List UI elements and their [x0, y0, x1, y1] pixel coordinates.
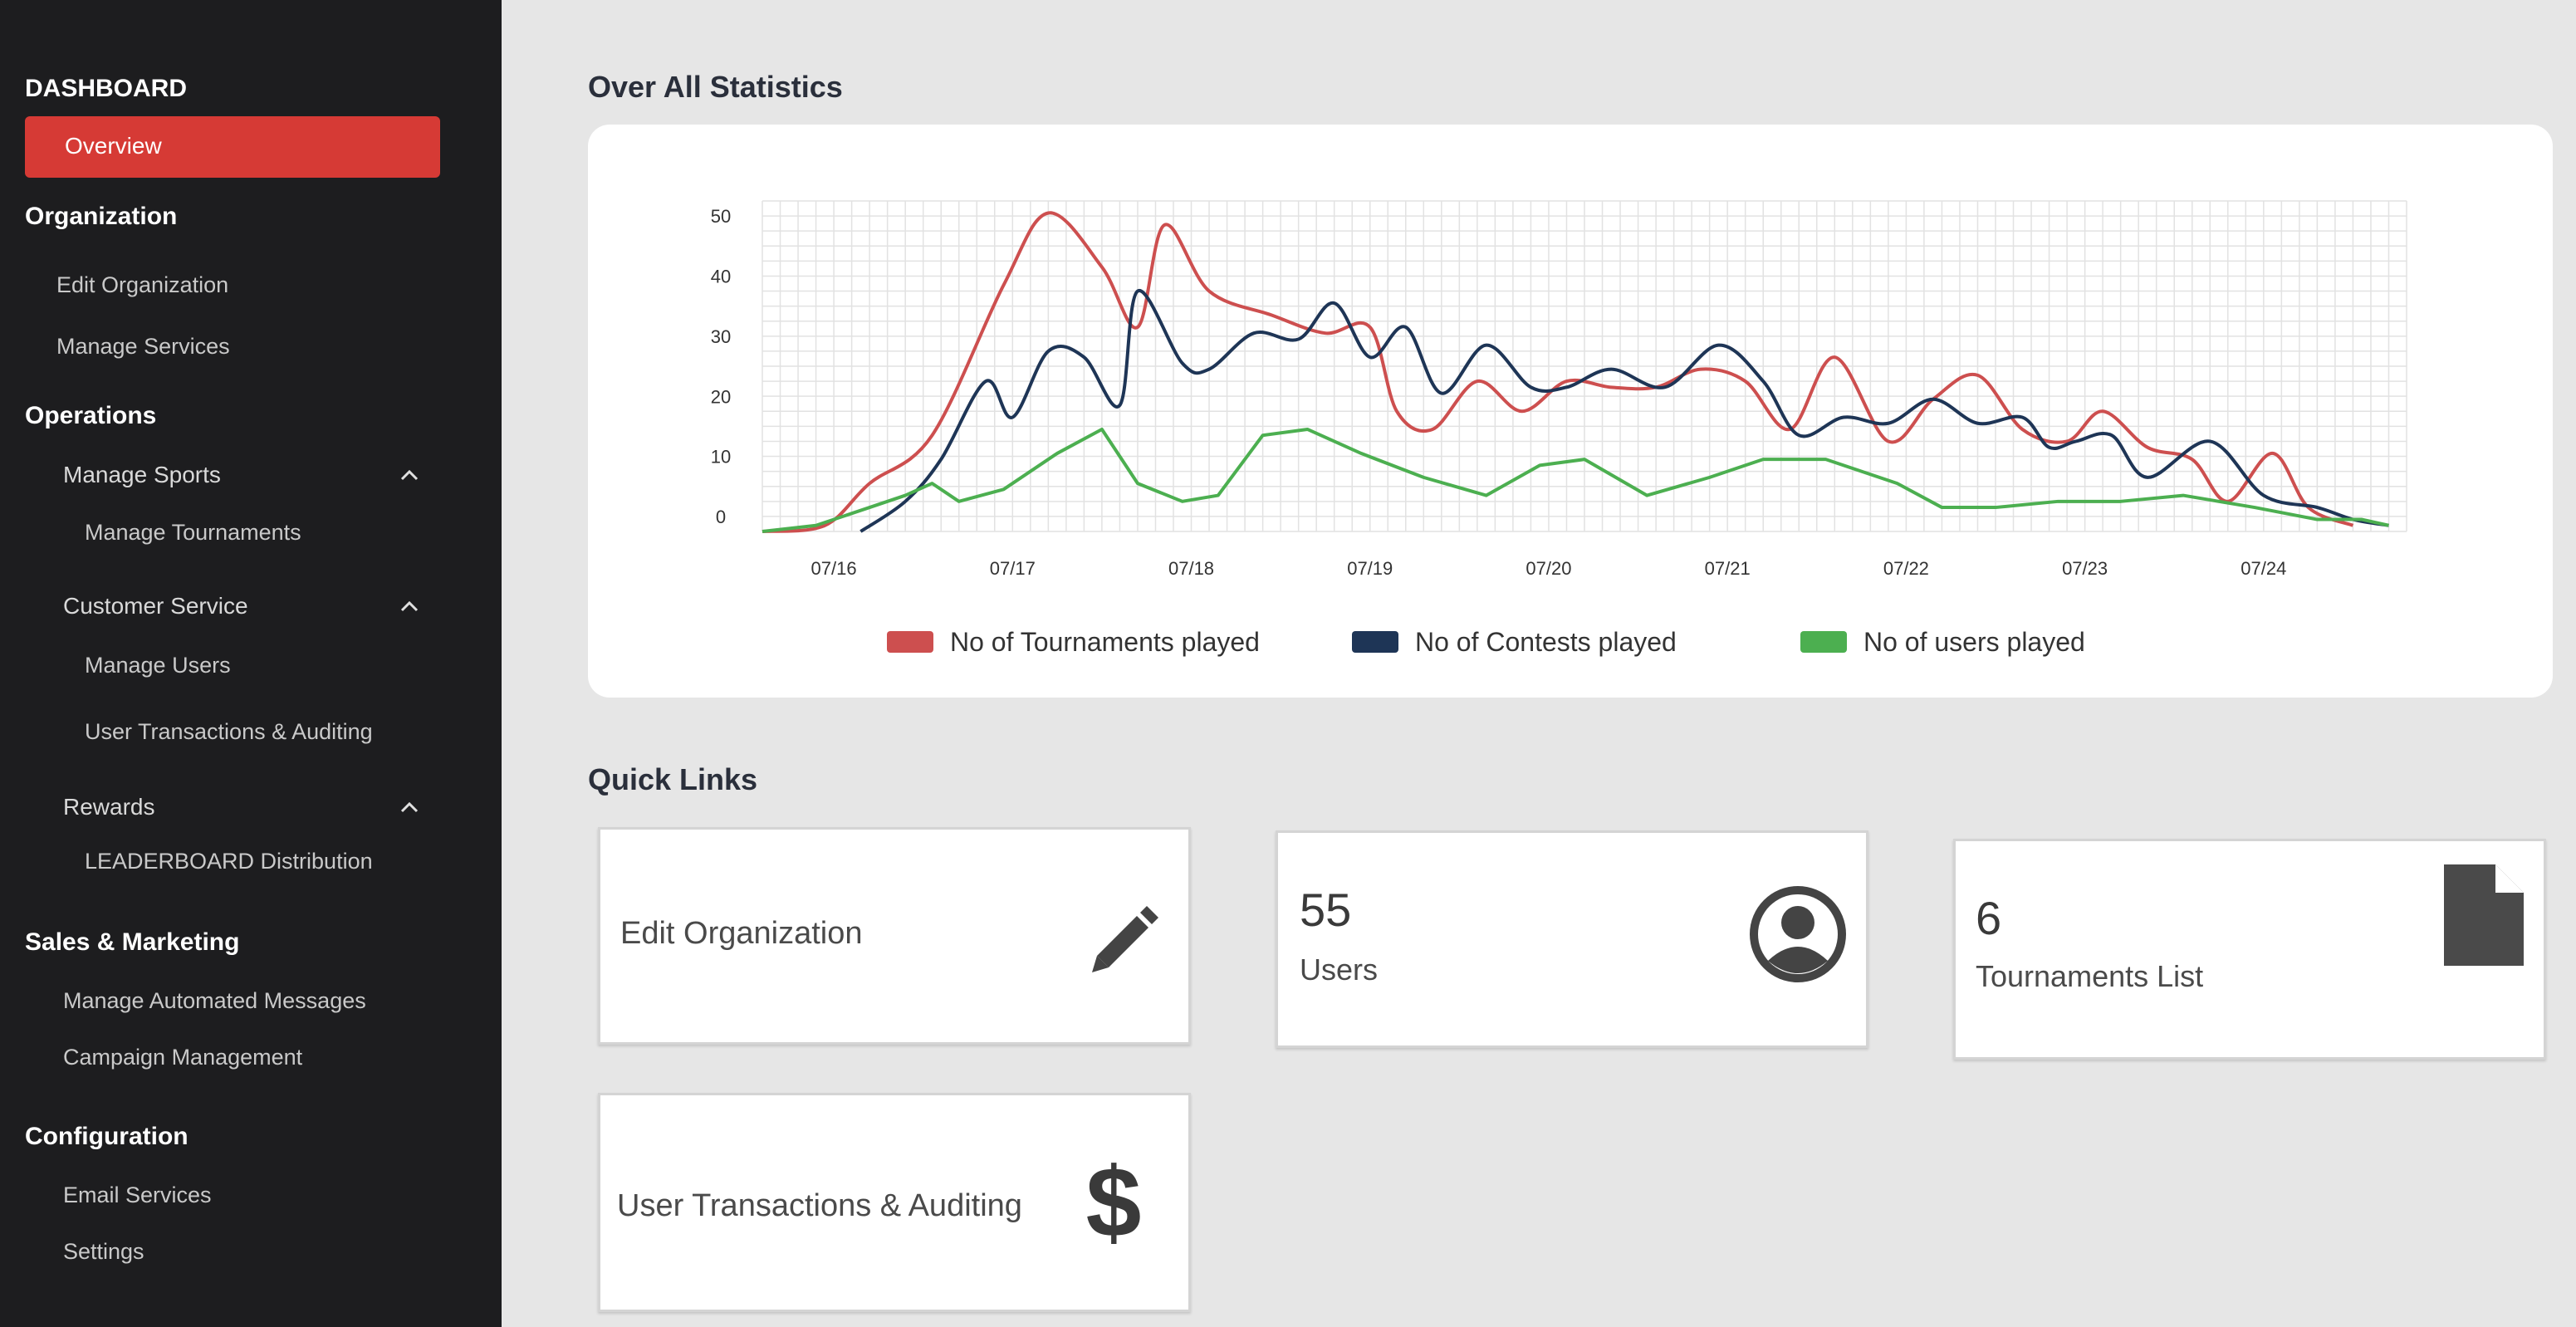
sidebar-item-manage-users[interactable]: Manage Users: [85, 653, 231, 678]
sidebar-item-edit-organization[interactable]: Edit Organization: [56, 272, 229, 297]
dollar-icon: $: [1080, 1147, 1147, 1258]
quick-link-users[interactable]: 55 Users: [1276, 830, 1868, 1048]
sidebar-item-manage-automated-messages[interactable]: Manage Automated Messages: [63, 988, 366, 1013]
pencil-icon: [1082, 893, 1165, 976]
y-tick-label: 20: [711, 386, 731, 407]
sidebar-item-manage-services[interactable]: Manage Services: [56, 334, 230, 359]
sidebar-item-email-services[interactable]: Email Services: [63, 1183, 212, 1207]
document-icon: [2441, 861, 2527, 969]
y-tick-label: 0: [716, 507, 726, 527]
sidebar-item-rewards[interactable]: Rewards: [63, 794, 155, 820]
quick-link-label: Users: [1300, 952, 1379, 987]
chevron-up-icon[interactable]: [397, 598, 422, 615]
x-tick-label: 07/23: [2062, 558, 2108, 579]
chevron-up-icon[interactable]: [397, 467, 422, 483]
x-tick-label: 07/20: [1526, 558, 1571, 579]
user-circle-icon: [1746, 883, 1849, 986]
quick-link-label: Tournaments List: [1976, 959, 2204, 993]
series-line-contests: [859, 289, 2389, 533]
page-title-statistics: Over All Statistics: [588, 70, 843, 104]
sidebar-heading-organization[interactable]: Organization: [25, 203, 178, 230]
sidebar-heading-operations[interactable]: Operations: [25, 402, 157, 429]
y-tick-label: 40: [711, 267, 731, 287]
x-tick-label: 07/19: [1347, 558, 1393, 579]
sidebar-item-overview-label: Overview: [65, 133, 162, 159]
legend-label[interactable]: No of Tournaments played: [950, 627, 1260, 657]
statistics-chart-card: 0 10 20 30 40 50 07/16 07/17 07/18 07/19 07/20 07/2…: [588, 125, 2553, 698]
sidebar-item-manage-sports[interactable]: Manage Sports: [63, 462, 221, 487]
legend-swatch: [887, 631, 933, 653]
sidebar-item-customer-service[interactable]: Customer Service: [63, 593, 248, 619]
tournaments-count: 6: [1976, 892, 2002, 944]
quick-link-user-transactions[interactable]: User Transactions & Auditing $: [598, 1093, 1191, 1312]
y-tick-label: 50: [711, 206, 731, 227]
y-tick-label: 10: [711, 447, 731, 468]
x-tick-label: 07/22: [1883, 558, 1929, 579]
legend-label[interactable]: No of Contests played: [1415, 627, 1677, 657]
svg-text:$: $: [1086, 1153, 1142, 1253]
sidebar: DASHBOARD Overview Organization Edit Org…: [0, 0, 502, 1327]
sidebar-item-leaderboard-distribution[interactable]: LEADERBOARD Distribution: [85, 849, 373, 874]
sidebar-item-campaign-management[interactable]: Campaign Management: [63, 1045, 303, 1070]
quick-link-edit-organization[interactable]: Edit Organization: [598, 827, 1191, 1045]
sidebar-item-settings[interactable]: Settings: [63, 1239, 144, 1264]
y-tick-label: 30: [711, 326, 731, 347]
x-tick-label: 07/17: [990, 558, 1036, 579]
sidebar-item-user-transactions[interactable]: User Transactions & Auditing: [85, 719, 373, 744]
legend-label[interactable]: No of users played: [1863, 627, 2085, 657]
users-count: 55: [1300, 884, 1352, 936]
x-tick-label: 07/24: [2241, 558, 2286, 579]
sidebar-heading-configuration[interactable]: Configuration: [25, 1123, 189, 1150]
sidebar-heading-dashboard: DASHBOARD: [25, 75, 187, 102]
statistics-line-chart: 0 10 20 30 40 50 07/16 07/17 07/18 07/19 07/20 07/2…: [711, 200, 2407, 657]
quick-links-title: Quick Links: [588, 762, 758, 796]
x-tick-label: 07/18: [1168, 558, 1214, 579]
sidebar-item-manage-tournaments[interactable]: Manage Tournaments: [85, 520, 301, 545]
quick-link-label: Edit Organization: [620, 916, 863, 951]
legend-swatch: [1352, 631, 1398, 653]
series-line-users: [762, 427, 2389, 533]
chart-grid: [762, 200, 2407, 532]
sidebar-heading-sales-marketing[interactable]: Sales & Marketing: [25, 928, 240, 956]
sidebar-item-overview[interactable]: Overview: [25, 116, 440, 178]
chevron-up-icon[interactable]: [397, 799, 422, 815]
quick-link-label: User Transactions & Auditing: [617, 1188, 1022, 1223]
legend-swatch: [1800, 631, 1847, 653]
quick-link-tournaments-list[interactable]: 6 Tournaments List: [1953, 839, 2546, 1060]
x-tick-label: 07/16: [811, 558, 857, 579]
x-tick-label: 07/21: [1705, 558, 1751, 579]
